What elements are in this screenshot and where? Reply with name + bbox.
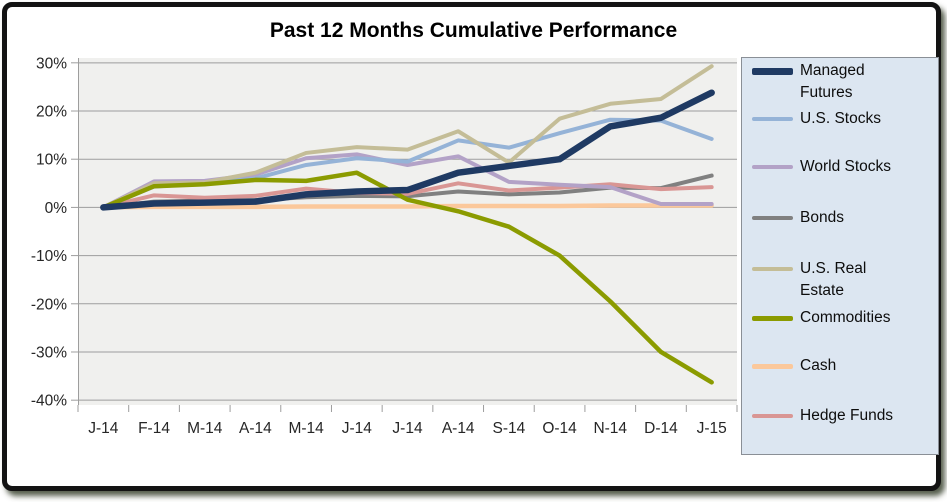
legend-swatch-hedge-funds [752,414,793,418]
x-axis-label: J-14 [88,420,119,437]
y-axis-label: -10% [31,248,67,265]
legend-item-cash: Cash [752,355,912,377]
x-axis-label: F-14 [138,420,170,437]
legend-label: Bonds [800,209,844,226]
series-line-hedge-funds [101,181,714,210]
legend-swatch-u-s-stocks [752,117,793,121]
legend-swatch-bonds [752,216,793,220]
y-axis-label: -40% [31,393,67,410]
legend-swatch-commodities [752,316,793,321]
legend-item-hedge-funds: Hedge Funds [752,405,912,427]
x-axis-label: S-14 [493,420,526,437]
legend-swatch-world-stocks [752,165,793,169]
x-axis-label: A-14 [239,420,272,437]
x-axis-label: J-15 [697,420,727,437]
x-axis-label: J-14 [392,420,423,437]
chart-title: Past 12 Months Cumulative Performance [269,19,678,42]
plot-background [78,58,737,405]
legend-item-u-s-real-estate: U.S. Real Estate [752,258,912,302]
series-line-commodities [101,170,714,385]
y-axis-label: 10% [36,152,67,169]
y-axis-label: -30% [31,344,67,361]
legend-label: World Stocks [800,158,892,175]
y-axis-label: 0% [45,200,68,217]
x-axis-label: J-14 [342,420,373,437]
legend-label: Cash [800,357,837,374]
x-axis-label: N-14 [593,420,627,437]
x-axis-label: M-14 [288,420,324,437]
legend-item-u-s-stocks: U.S. Stocks [752,108,912,130]
legend-item-bonds: Bonds [752,207,912,229]
chart-legend: Managed Futures U.S. Stocks World Stocks Bo… [741,57,939,455]
legend-swatch-managed-futures [752,68,793,75]
legend-label: Commodities [800,309,891,326]
x-axis-label: O-14 [542,420,577,437]
series-line-cash [101,203,714,210]
series-line-managed-futures [100,89,715,211]
x-axis-label: M-14 [187,420,223,437]
y-axis-label: -20% [31,296,67,313]
legend-swatch-u-s-real-estate [752,267,793,271]
legend-item-managed-futures: Managed Futures [752,60,912,104]
x-axis-label: D-14 [644,420,678,437]
x-axis-label: A-14 [442,420,475,437]
legend-label: U.S. Real Estate [800,260,867,299]
legend-swatch-cash [752,364,793,369]
legend-label: U.S. Stocks [800,110,881,127]
legend-label: Managed Futures [800,62,865,101]
y-axis-label: 20% [36,104,67,121]
legend-item-commodities: Commodities [752,307,912,329]
legend-label: Hedge Funds [800,407,894,424]
legend-item-world-stocks: World Stocks [752,156,912,178]
y-axis-label: 30% [36,55,67,72]
